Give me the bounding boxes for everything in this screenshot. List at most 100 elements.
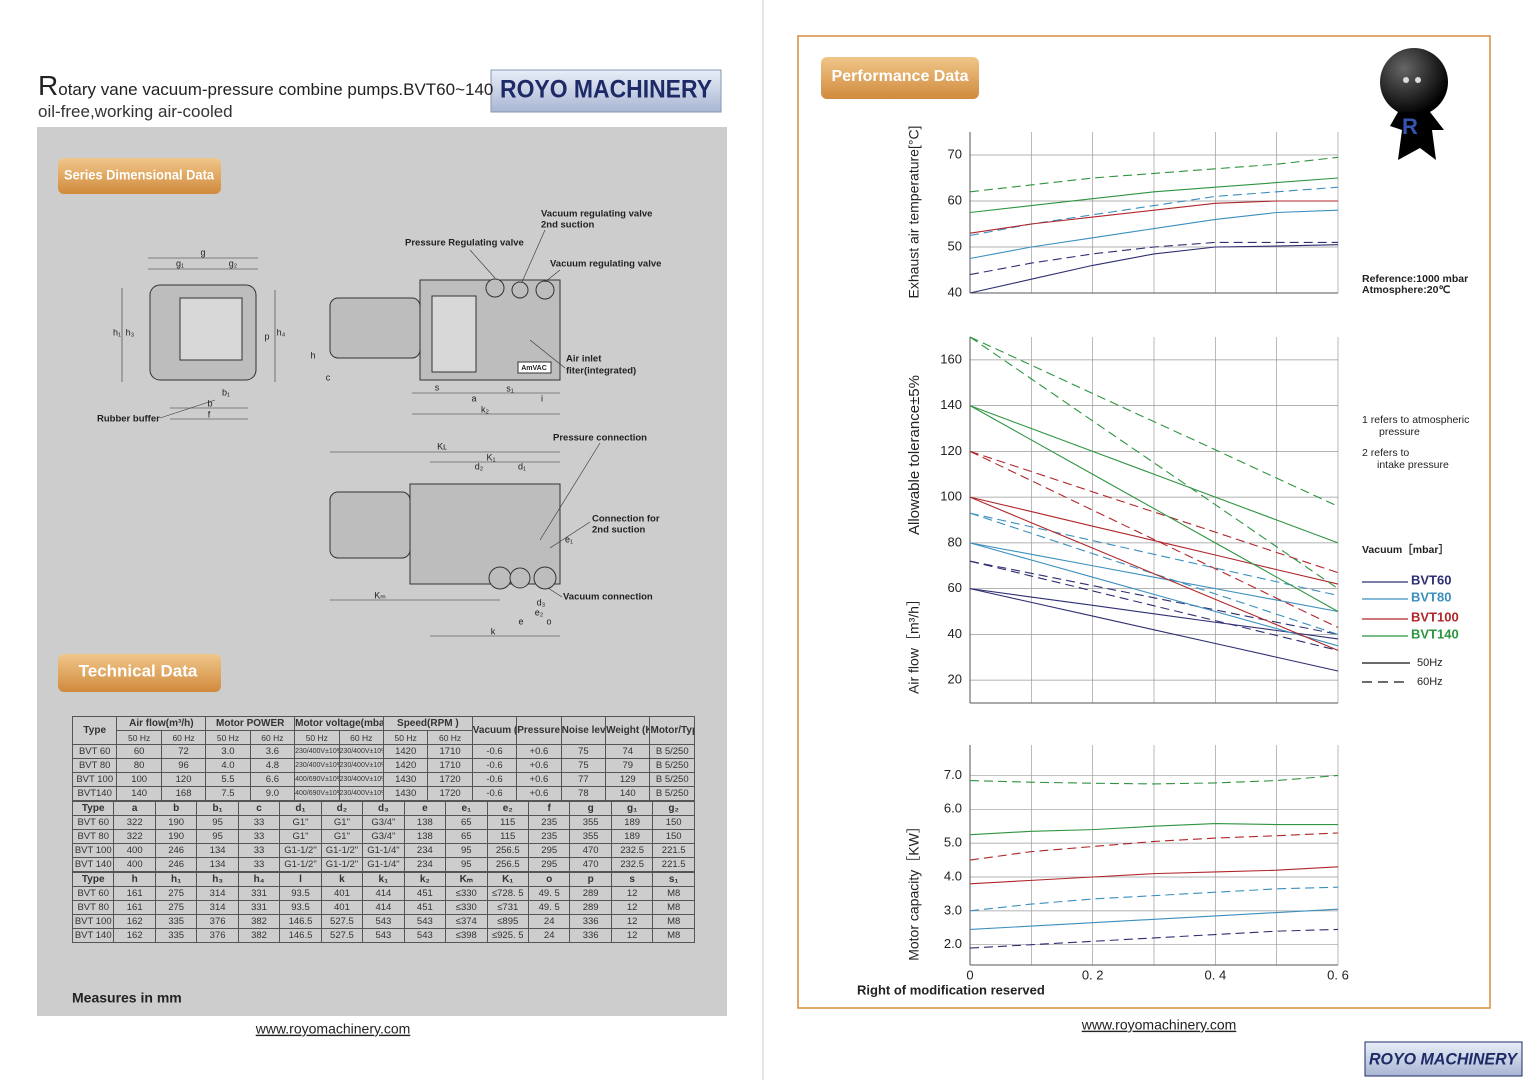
column-header: f [527,801,571,816]
column-header: p [569,872,612,887]
cell: 93.5 [279,886,322,901]
cell: 414 [362,886,405,901]
column-header: g₁ [610,801,654,816]
cell: 33 [237,815,281,830]
cell: 95 [445,857,488,872]
x-tick-label: 0. 6 [1327,967,1349,982]
cell: 33 [237,829,281,844]
dimension-letter: k₂ [481,404,490,414]
valve [535,280,555,300]
cell: -0.6 [471,758,518,773]
connection [509,567,531,589]
column-header: k₂ [403,872,447,887]
chart-note: Atmosphere:20℃ [1362,284,1450,296]
column-header: l [279,872,322,887]
column-header: e₁ [445,801,488,816]
cell: G1" [279,829,322,844]
cell: 295 [527,843,571,858]
section-title: Technical Data [79,661,198,680]
table-row: BVT 80 161 275 314 331 93.5 401 414 451 ≤330 ≤731 4… [71,900,695,915]
motor [329,297,421,359]
connection [533,566,557,590]
table-row: BVT 60 60 72 3.0 3.6 230/400V±10% 230/400V±10%… [71,744,695,759]
cell: BVT 140 [71,928,115,943]
series-line [969,177,1339,214]
series-line [969,209,1339,260]
table-row: BVT140 140 168 7.5 9.0 400/690V±10% 230/400V±1… [71,786,695,801]
cell: 355 [569,829,612,844]
cell: G1-1/4" [362,843,405,858]
cell: BVT 100 [71,843,115,858]
series-line [969,450,1339,629]
cell: ≤398 [445,928,488,943]
valve [511,281,529,299]
dimension-letter: i [541,393,543,403]
y-tick-label: 2.0 [944,936,962,951]
cell: 140 [116,786,162,801]
series-line [969,405,1339,612]
column-header: h₃ [196,872,239,887]
footer-logo: ROYO MACHINERY [1369,1049,1519,1068]
series-line [969,156,1339,193]
cell: 355 [569,815,612,830]
mascot-head [1380,48,1448,116]
cell: 527.5 [320,914,364,929]
cell: 401 [320,900,364,915]
section-title: Series Dimensional Data [64,167,214,183]
series-line [969,244,1339,294]
cell: M8 [652,886,695,901]
cell: ≤728. 5 [486,886,529,901]
cell: 246 [154,843,198,858]
cell: 72 [160,744,207,759]
dimension-table: Type h h₁ h₃ h₄ l k k₁ k₂ Kₘ K₁ o p s s₁ BVT 60 161 275 31… [71,872,695,943]
cell: 150 [652,815,695,830]
cell: 232.5 [610,843,654,858]
series-line [969,496,1339,651]
cell: 24 [527,914,571,929]
cell: ≤895 [486,914,529,929]
y-tick-label: 5.0 [944,835,962,850]
cell: G1" [320,829,364,844]
cell: 336 [569,928,612,943]
header-row: Type a b b₁ c d₁ d₂ d₃ e e₁ e₂ f g g₁ g₂ [71,801,695,816]
cell: BVT 60 [71,886,115,901]
cell: 146.5 [279,928,322,943]
y-tick-label: 60 [948,192,962,207]
cell: +0.6 [516,758,562,773]
cell: 134 [196,843,239,858]
column-header: d₂ [320,801,364,816]
cell: 230/400V±10% [338,786,384,801]
x-tick-label: 0. 2 [1082,967,1104,982]
callout: Pressure connection [553,433,647,444]
cell: 4.0 [205,758,251,773]
dimension-letter: Kₘ [374,590,386,600]
cell: 335 [154,914,198,929]
cell: 65 [445,815,488,830]
callout: Vacuum connection [563,592,653,603]
cell: M8 [652,928,695,943]
column-header: c [237,801,281,816]
column-header: Pressure (bar) [516,716,562,745]
pump-drawings [149,278,561,590]
technical-tables: Type Air flow(m³/h) Motor POWER Motor volta… [71,716,695,943]
subheader: 60 Hz [249,730,296,745]
header-row: Type Air flow(m³/h) Motor POWER Motor volta… [71,716,695,745]
cell: 376 [196,928,239,943]
series-line [969,336,1339,590]
dimension-letter: h₁ [113,327,121,337]
cell: 190 [154,815,198,830]
column-header: Motor POWER [205,716,296,731]
section-badge [58,654,221,692]
cell: BVT 140 [71,857,115,872]
cell: B 5/250 [649,758,695,773]
callout: Connection for [592,514,660,525]
subheader: 50 Hz [116,730,162,745]
cell: +0.6 [516,786,562,801]
cell: ≤374 [445,914,488,929]
cell: 230/400V±10% [338,744,384,759]
cell: 65 [445,829,488,844]
cell: G1-1/2" [279,843,322,858]
cell: M8 [652,914,695,929]
